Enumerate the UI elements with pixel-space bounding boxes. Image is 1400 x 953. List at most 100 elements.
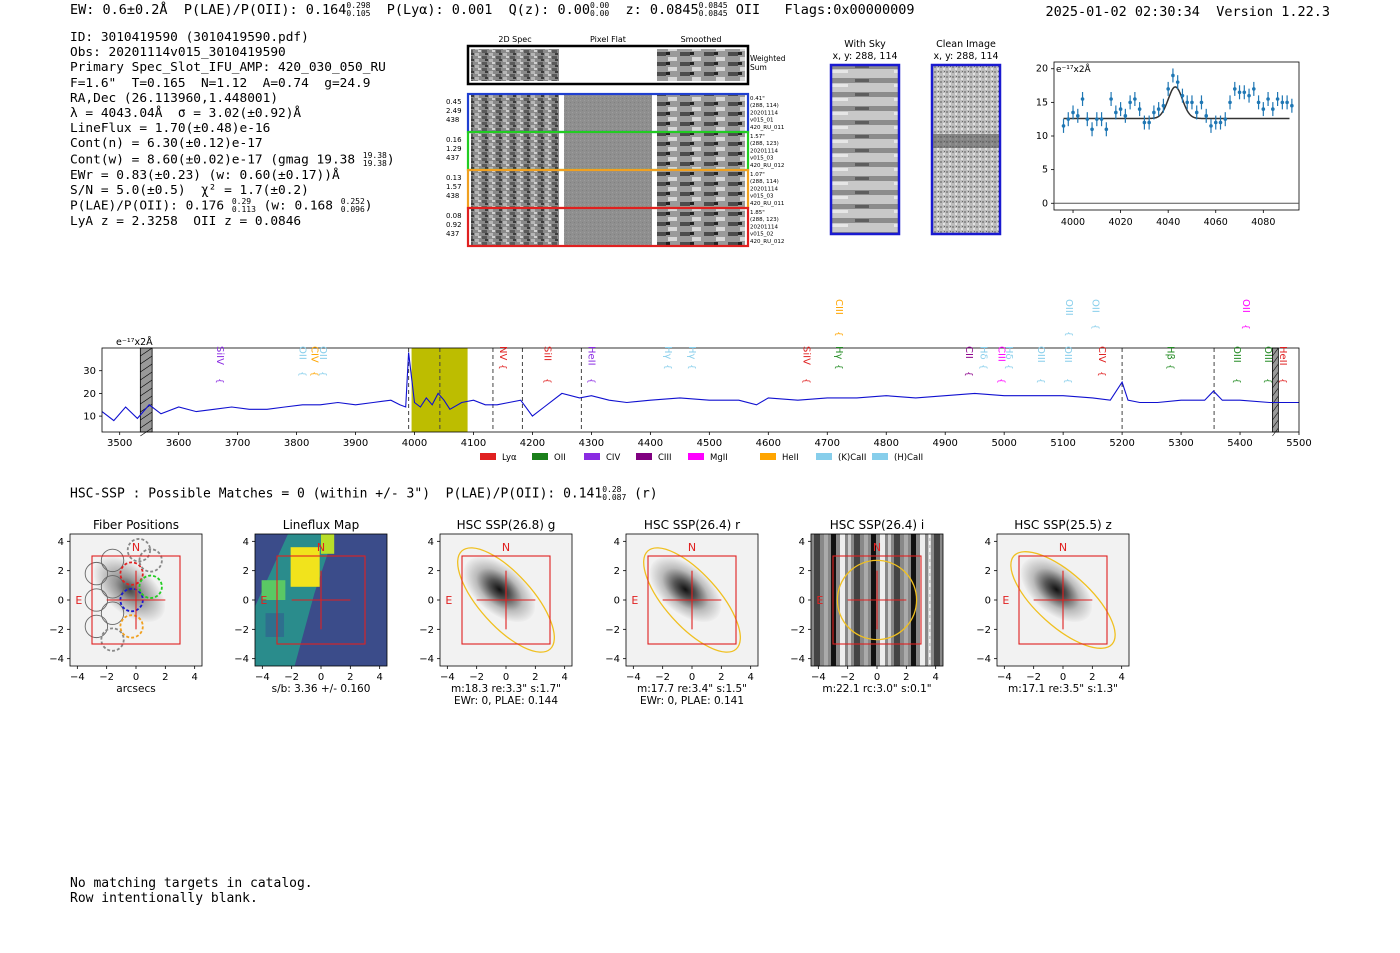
cutout-left-label: 1.57 (446, 183, 462, 191)
svg-text:Hγ: Hγ (686, 346, 697, 360)
panel-xtick-label: −2 (99, 672, 114, 683)
fiber-circle (126, 538, 152, 563)
hsc-summary: HSC-SSP : Possible Matches = 0 (within +… (70, 486, 658, 502)
svg-text:{: { (833, 364, 843, 370)
fiber-circle (100, 548, 125, 573)
emission-line-label: Hγ { (686, 346, 697, 370)
panel-xtick-label: 2 (1089, 672, 1095, 683)
qz-value: Q(z): 0.00 (508, 2, 590, 18)
sum-label: Sum (750, 63, 767, 72)
cutout-smoothed (657, 171, 745, 207)
fit-xtick-label: 4020 (1109, 217, 1133, 228)
fit-xtick-label: 4040 (1156, 217, 1180, 228)
fit-data-point (1290, 98, 1294, 113)
svg-text:{: { (963, 371, 973, 377)
svg-text:Hγ: Hγ (662, 346, 673, 360)
panel-ytick-label: 0 (428, 596, 434, 607)
legend-entry: (K)CaII (816, 453, 866, 463)
z-line: OII (735, 2, 761, 18)
hsc-summary-bounds: 0.28 0.087 (602, 485, 627, 502)
cutout-right-label: 20201114 (750, 186, 778, 192)
svg-text:HeII: HeII (1277, 346, 1288, 366)
panel-title: HSC SSP(26.4) r (644, 518, 740, 532)
info-obs: Obs: 20201114v015_3010419590 (70, 45, 286, 61)
emission-line-label: NV { (497, 346, 508, 370)
fit-data-point (1247, 88, 1251, 103)
panel-ytick-label: −4 (234, 654, 249, 665)
emission-line-label: OIII { (1035, 346, 1046, 384)
panel-ytick-label: −2 (790, 625, 805, 636)
spectrum-xtick-label: 3800 (284, 438, 309, 449)
panel-ytick-label: 2 (985, 566, 991, 577)
cutout-flat (564, 133, 652, 169)
fit-ytick-label: 20 (1036, 64, 1048, 75)
panel-title: HSC SSP(26.8) g (457, 518, 556, 532)
hsc-summary-band: (r) (634, 486, 658, 502)
emission-line-label: CIII { (833, 299, 844, 337)
cutout-right-label: 20201114 (750, 224, 778, 230)
fit-data-point (1156, 102, 1161, 117)
svg-text:{: { (1063, 331, 1073, 337)
north-label: N (873, 541, 881, 554)
svg-text:Hγ: Hγ (833, 346, 844, 360)
svg-text:{: { (1231, 378, 1241, 384)
svg-text:{: { (1096, 371, 1106, 377)
svg-text:{: { (1090, 324, 1100, 330)
fit-ytick-label: 15 (1036, 97, 1048, 108)
fit-data-point (1071, 105, 1075, 120)
panel-ytick-label: 0 (58, 596, 64, 607)
north-label: N (132, 541, 140, 554)
fiber-circle (138, 548, 163, 573)
info-ewr: EWr = 0.83(±0.23) (w: 0.60(±0.17))Å (70, 167, 340, 183)
fiber-circle (100, 601, 125, 625)
svg-text:{: { (1240, 324, 1250, 330)
panel-xtick-label: 0 (874, 672, 880, 683)
east-label: E (75, 594, 82, 607)
ew-value: EW: 0.6±0.2Å (70, 2, 168, 18)
spectrum-xtick-label: 3500 (107, 438, 132, 449)
fit-data-point (1152, 105, 1156, 120)
cutout-header-2dspec: 2D Spec (498, 35, 531, 44)
masked-band (139, 347, 153, 437)
cutout-2dspec (471, 95, 559, 131)
panel-ytick-label: 0 (985, 596, 991, 607)
east-label: E (816, 594, 823, 607)
fit-data-point (1161, 98, 1166, 113)
fit-xtick-label: 4000 (1061, 217, 1085, 228)
fit-data-point (1114, 105, 1118, 120)
aperture-ellipse (643, 547, 741, 653)
svg-text:SiIV: SiIV (801, 346, 812, 365)
z-bounds: 0.0845 0.0845 (698, 1, 728, 18)
cutout-2dspec (471, 209, 559, 245)
legend-entry: CIII (636, 453, 671, 463)
fit-data-point (1266, 92, 1270, 106)
with-sky-title: With Sky (844, 39, 886, 50)
panel-xtick-label: 0 (133, 672, 139, 683)
spectrum-xtick-label: 4000 (402, 438, 427, 449)
svg-text:{: { (308, 371, 318, 377)
spectrum-xtick-label: 4200 (520, 438, 545, 449)
spectrum-xtick-label: 5000 (991, 438, 1016, 449)
aperture-ellipse (836, 559, 918, 641)
emission-line-label: OIII { (1262, 346, 1273, 384)
panel-caption: m:22.1 rc:3.0" s:0.1" (822, 683, 931, 695)
panel-xtick-label: −4 (440, 672, 455, 683)
fit-data-point (1137, 102, 1142, 117)
svg-text:HeII: HeII (782, 453, 799, 463)
panel-ytick-label: 2 (614, 566, 620, 577)
spectrum-xtick-label: 3700 (225, 438, 250, 449)
panel-xtick-label: −4 (997, 672, 1012, 683)
emission-line-label: SiII { (541, 346, 552, 384)
fiber-circle (119, 561, 144, 586)
clean-image-trace (933, 134, 999, 148)
cutout-right-label: (288, 123) (750, 217, 779, 223)
emission-line-label: OIII { (1062, 346, 1073, 384)
emission-line-label: CII { (963, 346, 974, 377)
imaging-panels: Fiber Positions N E −4 −2 0 2 4 4 2 0 −2 −4 arcsecs Li… (49, 518, 1130, 707)
fit-data-point (1061, 118, 1066, 133)
cutout-left-label: 438 (446, 116, 459, 124)
